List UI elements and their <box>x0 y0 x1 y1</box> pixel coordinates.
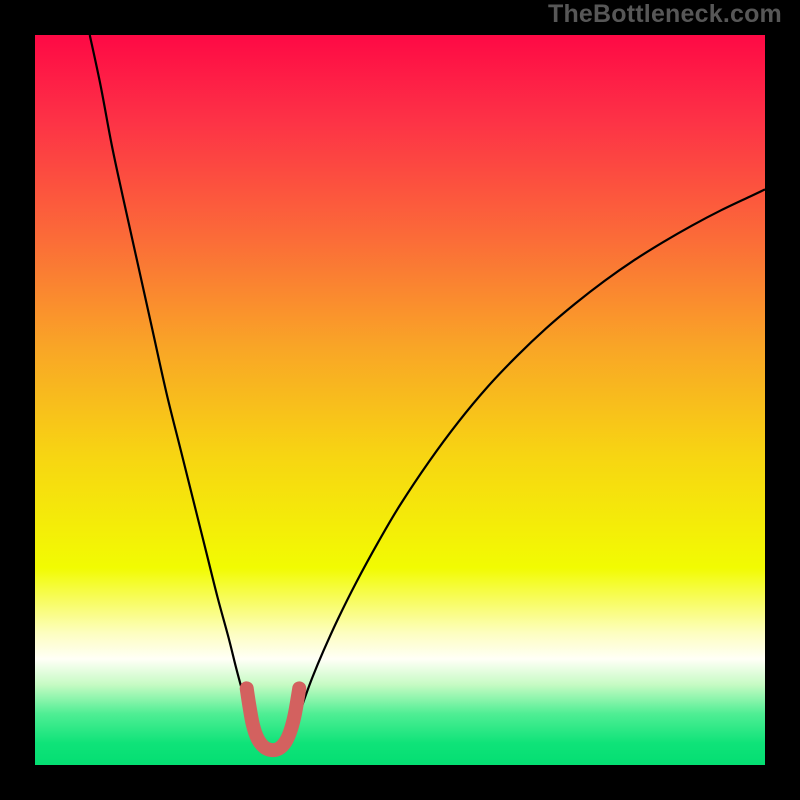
watermark-label: TheBottleneck.com <box>548 0 782 29</box>
chart-outer: TheBottleneck.com <box>0 0 800 800</box>
plot-area <box>35 35 765 765</box>
chart-svg <box>35 35 765 765</box>
gradient-background <box>35 35 765 765</box>
